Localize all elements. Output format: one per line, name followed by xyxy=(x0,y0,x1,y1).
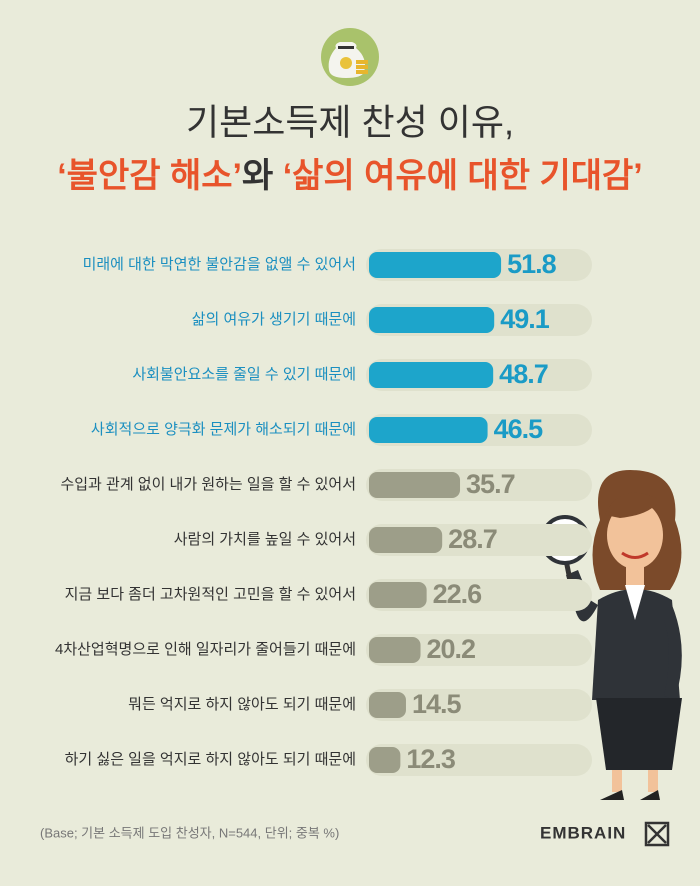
category-label: 지금 보다 좀더 고차원적인 고민을 할 수 있어서 xyxy=(65,586,356,603)
category-label: 뭐든 억지로 하지 않아도 되기 때문에 xyxy=(128,696,356,713)
category-label: 하기 싫은 일을 억지로 하지 않아도 되기 때문에 xyxy=(65,751,356,768)
category-label: 4차산업혁명으로 인해 일자리가 줄어들기 때문에 xyxy=(55,641,356,658)
category-label: 수입과 관계 없이 내가 원하는 일을 할 수 있어서 xyxy=(60,476,356,493)
value-label: 46.5 xyxy=(494,414,544,444)
category-label: 사회불안요소를 줄일 수 있기 때문에 xyxy=(132,366,356,383)
value-label: 48.7 xyxy=(499,359,548,389)
title-part: 와 xyxy=(242,157,283,195)
value-label: 49.1 xyxy=(500,304,550,334)
bar xyxy=(369,527,443,553)
value-label: 20.2 xyxy=(427,634,476,664)
category-label: 미래에 대한 막연한 불안감을 없앨 수 있어서 xyxy=(83,256,356,273)
title-part: ‘불안감 해소’ xyxy=(57,157,242,195)
bar xyxy=(369,307,495,333)
bar xyxy=(369,417,488,443)
value-label: 14.5 xyxy=(412,689,462,719)
bar xyxy=(369,637,421,663)
bar-track xyxy=(366,689,592,721)
title-line1: 기본소득제 찬성 이유, xyxy=(186,102,514,143)
category-label: 사회적으로 양극화 문제가 해소되기 때문에 xyxy=(91,421,356,438)
value-label: 12.3 xyxy=(406,744,456,774)
brand-logo xyxy=(644,821,670,847)
footnote: (Base; 기본 소득제 도입 찬성자, N=544, 단위; 중복 %) xyxy=(40,825,339,840)
category-label: 삶의 여유가 생기기 때문에 xyxy=(192,311,356,328)
value-label: 51.8 xyxy=(507,249,557,279)
bar-track xyxy=(366,744,592,776)
value-label: 35.7 xyxy=(466,469,515,499)
bar xyxy=(369,692,406,718)
bar xyxy=(369,362,494,388)
bar xyxy=(369,747,401,773)
bar xyxy=(369,582,427,608)
bar xyxy=(369,472,461,498)
money-icon xyxy=(321,28,379,86)
value-label: 28.7 xyxy=(448,524,497,554)
title-line2: ‘불안감 해소’와 ‘삶의 여유에 대한 기대감’ xyxy=(57,157,643,195)
bar-track xyxy=(366,634,592,666)
bar xyxy=(369,252,502,278)
value-label: 22.6 xyxy=(433,579,483,609)
category-label: 사람의 가치를 높일 수 있어서 xyxy=(174,531,356,548)
brand: EMBRAIN xyxy=(540,823,626,842)
title-part: ‘삶의 여유에 대한 기대감’ xyxy=(283,157,643,195)
